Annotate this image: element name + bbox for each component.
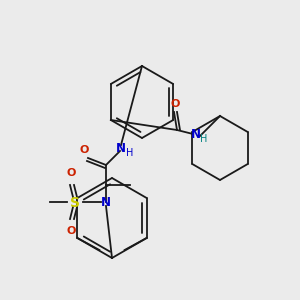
Text: N: N	[101, 196, 111, 209]
Text: H: H	[126, 148, 134, 158]
Text: H: H	[200, 134, 208, 144]
Text: O: O	[66, 168, 76, 178]
Text: N: N	[191, 128, 201, 140]
Text: O: O	[79, 145, 89, 155]
Text: S: S	[70, 196, 80, 210]
Text: N: N	[116, 142, 126, 154]
Text: O: O	[170, 99, 180, 109]
Text: O: O	[66, 226, 76, 236]
